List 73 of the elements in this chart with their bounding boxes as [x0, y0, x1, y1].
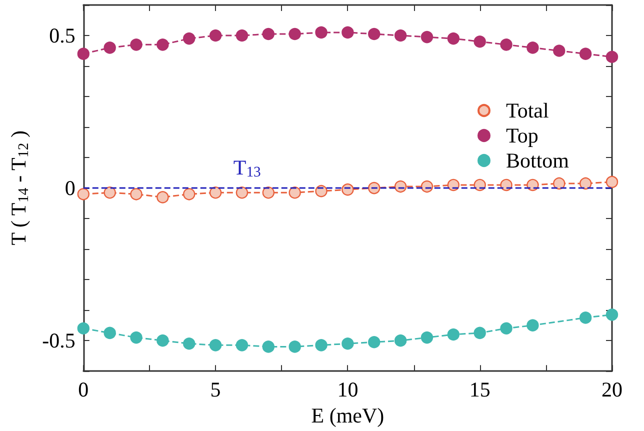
point — [500, 322, 512, 334]
point — [420, 331, 434, 344]
point — [447, 32, 460, 45]
point — [262, 340, 275, 353]
point — [288, 28, 301, 40]
point — [130, 38, 142, 51]
point — [368, 28, 380, 40]
y-tick-label: 0 — [64, 176, 76, 200]
point — [342, 183, 354, 196]
point — [579, 177, 592, 190]
point — [77, 48, 90, 60]
point — [130, 331, 142, 344]
point — [420, 30, 434, 44]
legend-label: Bottom — [506, 148, 570, 172]
point — [104, 186, 116, 199]
point — [315, 26, 328, 39]
point — [183, 338, 196, 350]
x-tick-label: 10 — [337, 378, 358, 402]
y-axis-title: T ( T14 - T12 ) — [6, 130, 32, 246]
point — [368, 336, 380, 348]
point — [156, 38, 169, 51]
point — [262, 186, 275, 199]
y-tick-label: 0.5 — [49, 24, 76, 48]
legend-label: Top — [506, 124, 538, 148]
point — [474, 36, 486, 48]
point — [209, 29, 222, 42]
point — [288, 340, 301, 353]
point — [156, 334, 169, 347]
point — [236, 339, 248, 352]
point — [474, 178, 486, 192]
point — [156, 191, 169, 204]
point — [342, 26, 354, 39]
point — [579, 48, 592, 60]
point — [500, 38, 512, 51]
point — [394, 334, 407, 347]
point — [368, 182, 380, 194]
point — [606, 50, 618, 63]
point — [447, 178, 460, 192]
point — [209, 186, 222, 199]
point — [77, 322, 90, 334]
point — [262, 28, 275, 40]
point — [500, 178, 512, 192]
point — [579, 312, 592, 324]
point — [394, 29, 407, 42]
point — [342, 338, 354, 350]
point — [315, 339, 328, 352]
point — [447, 328, 460, 341]
point — [104, 42, 116, 54]
point — [77, 188, 90, 200]
x-tick-label: 5 — [210, 378, 221, 402]
point — [236, 29, 248, 42]
point — [183, 188, 196, 200]
point — [526, 319, 539, 332]
point — [553, 44, 566, 57]
x-axis-title: E (meV) — [311, 404, 384, 428]
point — [209, 339, 222, 352]
point — [526, 178, 539, 192]
point — [394, 180, 407, 193]
x-tick-label: 15 — [469, 378, 490, 402]
y-tick-label: -0.5 — [42, 328, 76, 353]
legend-label: Total — [506, 98, 550, 122]
point — [526, 42, 539, 54]
point — [606, 308, 618, 321]
point — [104, 326, 116, 340]
x-tick-label: 20 — [602, 378, 622, 402]
point — [553, 177, 566, 190]
point — [183, 32, 196, 45]
point — [288, 186, 301, 199]
point — [236, 186, 248, 199]
point — [474, 326, 486, 340]
point — [315, 185, 328, 198]
point — [130, 188, 142, 200]
point — [606, 176, 618, 188]
